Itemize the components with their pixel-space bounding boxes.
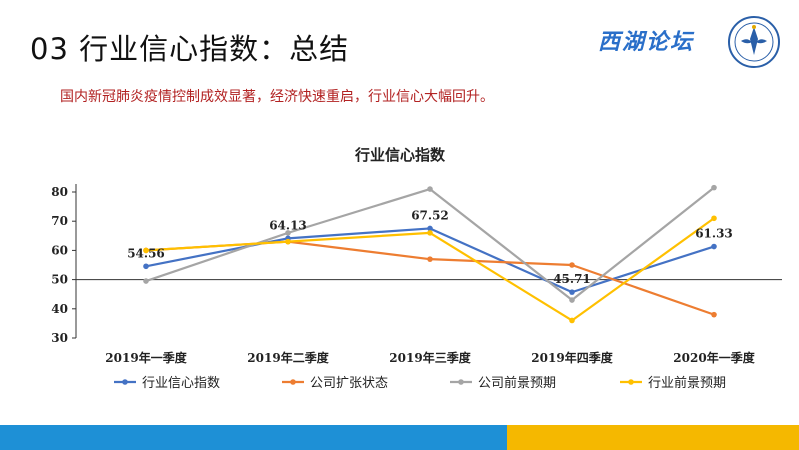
forum-logo-icon	[728, 16, 780, 68]
series-point	[711, 311, 717, 318]
legend-entry: 行业前景预期	[648, 375, 726, 391]
page-subtitle: 国内新冠肺炎疫情控制成效显著，经济快速重启，行业信心大幅回升。	[60, 89, 494, 105]
series-point	[427, 230, 433, 236]
series-point	[143, 247, 149, 254]
series-point	[427, 256, 433, 262]
y-tick-label: 80	[51, 185, 68, 199]
legend-entry: 公司前景预期	[478, 375, 556, 391]
data-label: 54.56	[127, 246, 165, 260]
x-tick-label: 2019年二季度	[247, 350, 329, 365]
series-point	[569, 262, 575, 268]
x-tick-label: 2019年四季度	[531, 350, 613, 365]
y-tick-label: 40	[51, 302, 68, 316]
series-line-3	[145, 186, 715, 302]
series-point	[427, 225, 433, 232]
footer-bar-blue	[0, 425, 507, 450]
page-title: 03 行业信心指数：总结	[30, 32, 350, 66]
y-tick-label: 60	[51, 243, 68, 257]
legend-marker	[628, 379, 634, 385]
series-point	[285, 238, 291, 245]
confidence-index-chart: 行业信心指数 30 40 50 60 70 80 2019年一季度 2019年二季度 2019年…	[51, 146, 782, 391]
legend-entry: 公司扩张状态	[310, 376, 388, 391]
series-point	[711, 215, 717, 222]
series-point	[143, 263, 149, 270]
series-point	[711, 243, 717, 250]
series-point	[711, 184, 717, 191]
y-tick-label: 30	[51, 331, 68, 345]
data-label: 45.71	[553, 272, 591, 286]
data-label: 64.13	[269, 218, 307, 232]
series-point	[143, 278, 149, 284]
legend-entry: 行业信心指数	[142, 376, 220, 391]
x-tick-label: 2019年一季度	[105, 350, 187, 365]
legend-marker	[290, 379, 296, 385]
data-label: 61.33	[695, 227, 733, 241]
series-point	[569, 317, 575, 324]
chart-title: 行业信心指数	[354, 146, 446, 164]
data-label: 67.52	[411, 208, 449, 222]
x-tick-label: 2020年一季度	[673, 350, 755, 365]
y-tick-label: 70	[51, 214, 68, 228]
footer-bar-yellow	[507, 425, 799, 450]
series-point	[569, 297, 575, 303]
x-tick-label: 2019年三季度	[389, 350, 471, 365]
series-point	[427, 186, 433, 192]
series-point	[569, 289, 575, 295]
legend-marker	[458, 379, 464, 385]
brand-text: 西湖论坛	[598, 29, 695, 55]
y-tick-label: 50	[51, 273, 68, 287]
series-point	[285, 230, 291, 236]
legend-marker	[122, 379, 128, 385]
